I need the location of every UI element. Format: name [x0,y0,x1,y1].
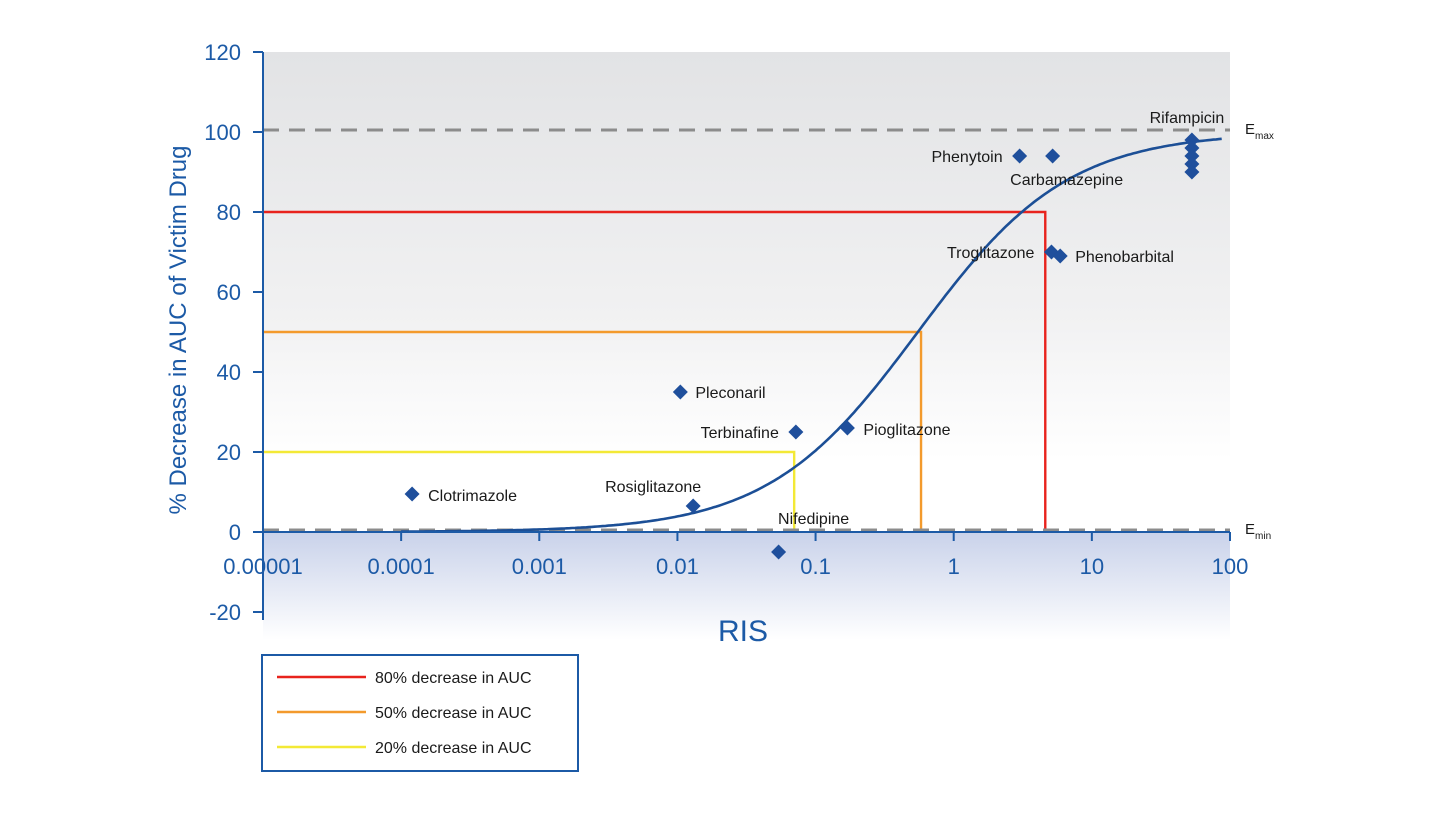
point-pioglitazone [839,420,855,436]
y-tick-label: 80 [217,200,241,225]
point-nifedipine [771,544,787,560]
legend-items: 80% decrease in AUC 50% decrease in AUC 20… [277,670,532,757]
point-pleconaril [672,384,688,400]
point-rifampicin [1184,132,1200,148]
point-carbamazepine [1045,148,1061,164]
reference-label-max: Emax [1245,121,1274,142]
label-troglitazone: Troglitazone [947,245,1035,262]
label-carbamazepine: Carbamazepine [1010,172,1123,189]
y-tick-label: 40 [217,360,241,385]
threshold-lines [263,210,1047,532]
point-clotrimazole [404,486,420,502]
y-ticks: -20 0 20 40 60 80 100 120 [204,40,263,625]
label-phenobarbital: Phenobarbital [1075,249,1174,266]
y-tick-label: 0 [229,520,241,545]
reference-label-min: Emin [1245,521,1271,542]
point-rifampicin-14 [1184,164,1200,180]
sigmoid-fit-curve [401,137,1222,533]
y-tick-label: 120 [204,40,241,65]
x-ticks: 0.00001 0.0001 0.001 0.01 0.1 1 10 100 [223,532,1248,579]
reference-lines: Emax Emin [263,121,1274,542]
label-pleconaril: Pleconaril [695,385,765,402]
point-rifampicin-13 [1184,156,1200,172]
x-tick-label: 0.001 [512,554,567,579]
y-tick-label: 60 [217,280,241,305]
data-points: Clotrimazole Rosiglitazone Pleconaril Terbi… [404,110,1225,560]
x-tick-label: 0.0001 [367,554,434,579]
plot-area [263,52,1230,532]
legend: 80% decrease in AUC 50% decrease in AUC 20… [261,654,579,772]
point-rifampicin-12 [1184,148,1200,164]
legend-label: 50% decrease in AUC [375,705,532,722]
x-axis-title: RIS [718,615,768,648]
label-terbinafine: Terbinafine [701,425,779,442]
threshold-line [263,210,1047,532]
label-rosiglitazone: Rosiglitazone [605,479,701,496]
legend-label: 20% decrease in AUC [375,740,532,757]
label-clotrimazole: Clotrimazole [428,488,517,505]
y-axis-title: % Decrease in AUC of Victim Drug [165,145,192,514]
y-tick-label: -20 [209,600,241,625]
point-rifampicin-11 [1184,140,1200,156]
x-tick-label: 0.00001 [223,554,303,579]
label-phenytoin: Phenytoin [931,149,1002,166]
x-tick-label: 10 [1080,554,1104,579]
label-pioglitazone: Pioglitazone [863,422,950,439]
threshold-line [263,330,923,532]
threshold-line [263,450,796,532]
x-tick-label: 0.01 [656,554,699,579]
y-tick-label: 20 [217,440,241,465]
y-tick-label: 100 [204,120,241,145]
point-terbinafine [788,424,804,440]
x-tick-label: 1 [948,554,960,579]
point-rosiglitazone [685,498,701,514]
point-phenobarbital [1052,248,1068,264]
label-rifampicin: Rifampicin [1150,110,1225,127]
x-tick-label: 100 [1212,554,1249,579]
label-nifedipine: Nifedipine [778,511,849,528]
legend-label: 80% decrease in AUC [375,670,532,687]
negative-region [263,532,1230,640]
point-phenytoin [1012,148,1028,164]
x-tick-label: 0.1 [800,554,831,579]
